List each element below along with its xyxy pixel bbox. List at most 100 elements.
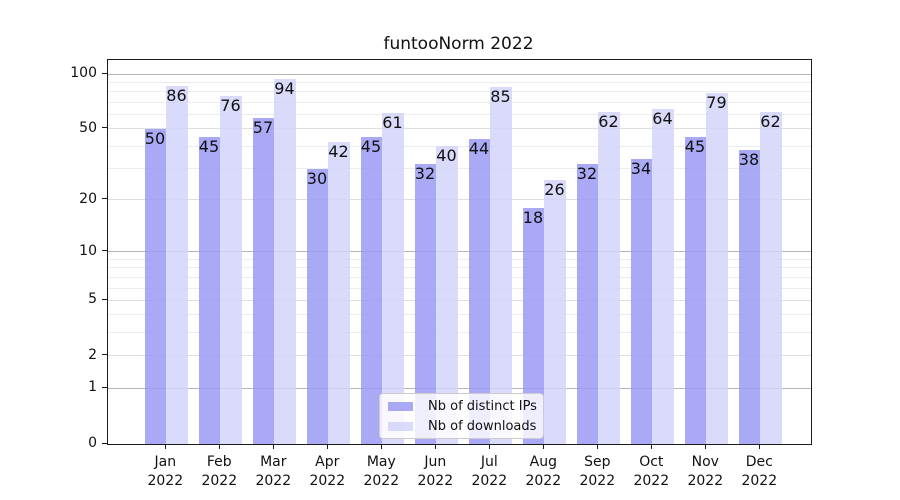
x-tick-label-year: 2022: [201, 473, 238, 489]
x-tick-label-month: Jun: [424, 454, 447, 470]
x-tick-label-year: 2022: [687, 473, 724, 489]
bar-distinct-ips-mar: 57: [252, 118, 275, 444]
y-tick-mark: [102, 354, 107, 356]
bar-downloads-feb: 76: [220, 95, 242, 444]
y-tick-mark: [102, 72, 107, 74]
x-tick-label-month: Nov: [691, 454, 719, 470]
grid-line-minor: [108, 267, 811, 269]
grid-line-5: [108, 299, 811, 301]
bar-distinct-ips-may: 45: [360, 137, 383, 444]
bar-distinct-ips-sep: 32: [576, 163, 599, 444]
x-tick-label-month: Jan: [154, 454, 177, 470]
x-tick-label-jul: Jul 2022: [461, 453, 517, 491]
bar-downloads-sep: 62: [598, 111, 620, 444]
x-tick-label-year: 2022: [255, 473, 292, 489]
x-tick-label-year: 2022: [471, 473, 508, 489]
x-tick-label-oct: Oct 2022: [623, 453, 679, 491]
x-tick-mark: [218, 444, 220, 449]
grid-line-100: [108, 73, 811, 75]
legend: Nb of distinct IPs Nb of downloads: [379, 393, 544, 439]
grid-line-10: [108, 251, 811, 253]
x-tick-mark: [326, 444, 328, 449]
legend-label-downloads: Nb of downloads: [428, 418, 537, 434]
x-tick-label-month: Oct: [639, 454, 664, 470]
grid-line-minor: [108, 332, 811, 334]
x-tick-mark: [434, 444, 436, 449]
x-tick-label-may: May 2022: [353, 453, 409, 491]
x-tick-label-feb: Feb 2022: [191, 453, 247, 491]
x-tick-label-month: Feb: [206, 454, 232, 470]
x-tick-label-month: Dec: [745, 454, 773, 470]
x-tick-label-year: 2022: [309, 473, 346, 489]
y-tick-mark: [102, 298, 107, 300]
legend-item-downloads: Nb of downloads: [386, 416, 537, 436]
bar-distinct-ips-dec: 38: [738, 150, 761, 444]
grid-line-minor: [108, 168, 811, 170]
bar-distinct-ips-jul: 44: [468, 138, 491, 444]
x-tick-label-year: 2022: [147, 473, 184, 489]
x-tick-label-month: Apr: [315, 454, 340, 470]
y-tick-label: 10: [79, 242, 97, 259]
legend-item-distinct-ips: Nb of distinct IPs: [386, 396, 537, 416]
grid-line-minor: [108, 276, 811, 278]
y-tick-label: 100: [70, 65, 97, 82]
bar-distinct-ips-aug: 18: [522, 207, 545, 444]
x-tick-label-year: 2022: [741, 473, 778, 489]
x-tick-mark: [650, 444, 652, 449]
x-tick-label-year: 2022: [525, 473, 562, 489]
x-tick-label-month: May: [366, 454, 396, 470]
chart-title: funtooNorm 2022: [383, 34, 534, 54]
x-tick-mark: [164, 444, 166, 449]
x-tick-label-month: Mar: [260, 454, 287, 470]
grid-line-1: [108, 387, 811, 389]
grid-line-minor: [108, 113, 811, 115]
grid-line-2: [108, 355, 811, 357]
x-tick-label-month: Jul: [480, 454, 498, 470]
x-tick-label-year: 2022: [417, 473, 454, 489]
x-tick-label-nov: Nov 2022: [677, 453, 733, 491]
bar-downloads-mar: 94: [274, 78, 296, 444]
y-tick-label: 20: [79, 190, 97, 207]
y-tick-mark: [102, 127, 107, 129]
x-tick-label-jun: Jun 2022: [407, 453, 463, 491]
x-tick-mark: [704, 444, 706, 449]
bar-downloads-jul: 85: [490, 86, 512, 444]
x-tick-mark: [758, 444, 760, 449]
bar-downloads-may: 61: [382, 113, 404, 444]
bar-downloads-oct: 64: [652, 109, 674, 444]
x-tick-label-apr: Apr 2022: [299, 453, 355, 491]
bar-distinct-ips-oct: 34: [630, 158, 653, 444]
x-tick-mark: [488, 444, 490, 449]
y-tick-label: 5: [88, 291, 97, 308]
y-tick-label: 0: [88, 435, 97, 451]
grid-line-20: [108, 199, 811, 201]
bar-distinct-ips-apr: 30: [306, 168, 329, 444]
grid-line-minor: [108, 145, 811, 147]
y-tick-mark: [102, 386, 107, 388]
grid-line-50: [108, 128, 811, 130]
bar-downloads-apr: 42: [328, 142, 350, 444]
x-tick-label-mar: Mar 2022: [245, 453, 301, 491]
y-tick-label: 50: [79, 119, 97, 136]
plot-area: 50 45 57 30 45 32 44 18 32 34 45 38 86 76 94 42 61 40 85 26…: [107, 59, 812, 445]
grid-line-minor: [108, 287, 811, 289]
bar-downloads-aug: 26: [544, 179, 566, 444]
x-tick-mark: [380, 444, 382, 449]
x-tick-label-year: 2022: [633, 473, 670, 489]
bar-distinct-ips-jun: 32: [414, 163, 437, 444]
grid-line-minor: [108, 314, 811, 316]
y-tick-mark: [102, 250, 107, 252]
x-tick-label-jan: Jan 2022: [137, 453, 193, 491]
x-tick-mark: [542, 444, 544, 449]
bar-distinct-ips-jan: 50: [144, 128, 167, 444]
bar-downloads-nov: 79: [706, 92, 728, 444]
grid-line-minor: [108, 101, 811, 103]
bar-downloads-jun: 40: [436, 146, 458, 444]
bar-downloads-jan: 86: [166, 85, 188, 444]
y-tick-mark: [102, 442, 107, 444]
bar-distinct-ips-feb: 45: [198, 137, 221, 444]
bar-distinct-ips-nov: 45: [684, 137, 707, 444]
y-tick-mark: [102, 198, 107, 200]
y-tick-label: 1: [88, 379, 97, 396]
grid-line-minor: [108, 91, 811, 93]
